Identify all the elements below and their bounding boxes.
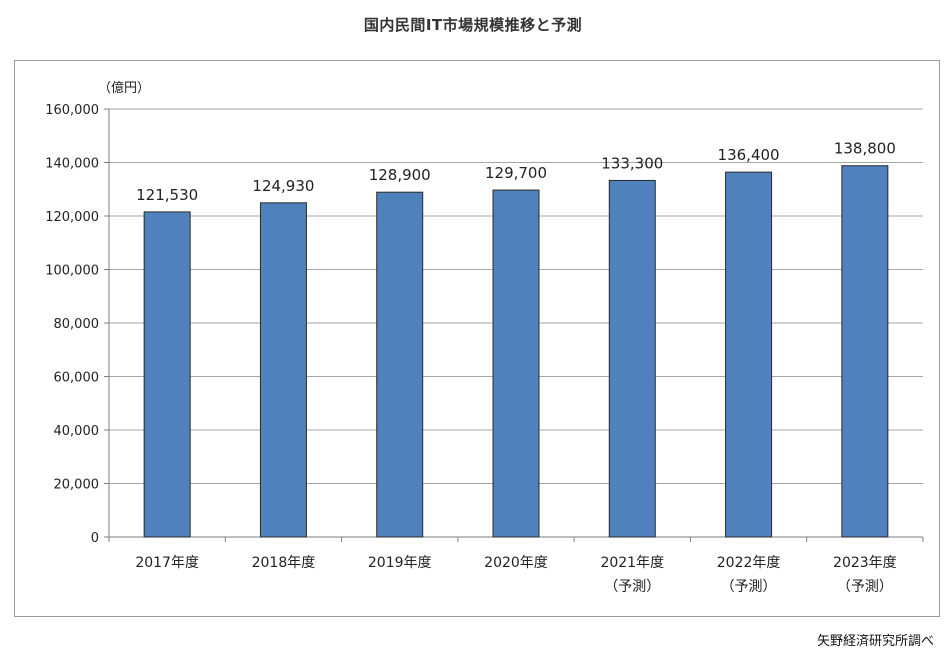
y-tick-label: 100,000 (45, 264, 99, 279)
bar (143, 211, 191, 538)
data-label: 124,930 (252, 177, 314, 195)
label-layer: 0 20,000 40,000 60,000 80,000 100,000 120,000 1… (45, 103, 896, 595)
y-tick-label: 60,000 (54, 371, 100, 386)
y-tick-label: 120,000 (45, 210, 99, 225)
x-category-label: 2022年度 (717, 555, 781, 571)
data-label: 128,900 (369, 166, 431, 184)
y-tick-label: 20,000 (54, 478, 100, 493)
y-tick-label: 160,000 (45, 103, 99, 118)
chart-frame: 0 20,000 40,000 60,000 80,000 100,000 120,000 1… (14, 60, 940, 617)
bar (259, 202, 307, 538)
source-note: 矢野経済研究所調べ (816, 634, 934, 649)
y-tick-label: 40,000 (54, 424, 100, 439)
x-category-label: （予測） (604, 579, 660, 595)
x-category-label: （予測） (837, 579, 893, 595)
chart-title: 国内民間IT市場規模推移と予測 (363, 16, 583, 34)
bar (608, 179, 656, 538)
x-category-label: （予測） (721, 579, 777, 595)
bar (841, 165, 889, 538)
y-tick-label: 0 (91, 531, 99, 546)
x-category-label: 2019年度 (368, 555, 432, 571)
x-category-label: 2017年度 (135, 555, 199, 571)
x-category-label: 2018年度 (252, 555, 316, 571)
bar (376, 191, 424, 538)
bar-chart: 0 20,000 40,000 60,000 80,000 100,000 120,000 1… (45, 80, 924, 595)
data-label: 138,800 (834, 140, 896, 158)
bar (492, 189, 540, 538)
y-tick-label: 80,000 (54, 317, 100, 332)
bar-layer (143, 165, 889, 538)
data-label: 133,300 (601, 154, 663, 172)
data-label: 136,400 (718, 146, 780, 164)
x-category-label: 2023年度 (833, 555, 897, 571)
y-tick-label: 140,000 (45, 157, 99, 172)
x-category-label: 2020年度 (484, 555, 548, 571)
data-label: 129,700 (485, 164, 547, 182)
bar (725, 171, 773, 538)
data-label: 121,530 (136, 186, 198, 204)
x-category-label: 2021年度 (600, 555, 664, 571)
y-axis-unit-label: （億円） (98, 80, 150, 96)
